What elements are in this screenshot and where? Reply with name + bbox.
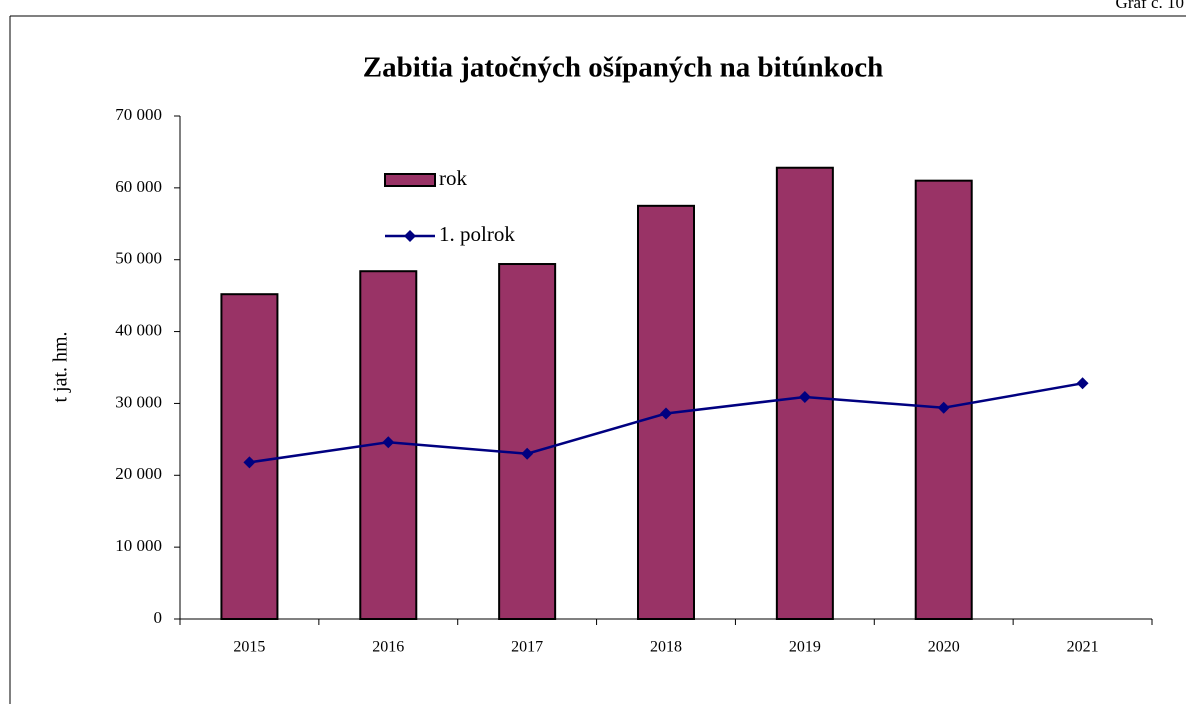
chart-title: Zabitia jatočných ošípaných na bitúnkoch — [363, 52, 884, 84]
marker — [521, 447, 534, 460]
y-axis-label: t jat. hm. — [50, 331, 72, 402]
x-tick-label: 2017 — [511, 639, 543, 656]
annotation: Graf č. 10 — [1116, 0, 1184, 12]
x-tick-label: 2016 — [372, 639, 404, 656]
x-tick-label: 2018 — [650, 639, 682, 656]
bar — [498, 263, 557, 620]
legend-label: 1. polrok — [439, 222, 515, 246]
marker — [1076, 377, 1089, 390]
y-tick-label: 40 000 — [115, 320, 162, 339]
marker — [243, 456, 256, 469]
marker — [937, 401, 950, 414]
legend-swatch — [384, 173, 436, 187]
legend-label: rok — [439, 166, 467, 190]
y-tick-label: 0 — [154, 608, 163, 627]
y-tick-label: 50 000 — [115, 249, 162, 268]
y-tick-label: 30 000 — [115, 392, 162, 411]
y-tick-label: 10 000 — [115, 536, 162, 555]
marker — [660, 407, 672, 420]
y-tick-label: 60 000 — [115, 177, 162, 196]
x-tick-label: 2020 — [928, 639, 960, 656]
legend-marker — [404, 230, 416, 242]
y-tick-label: 20 000 — [115, 464, 162, 483]
marker — [382, 436, 395, 449]
bar — [914, 179, 973, 621]
marker — [798, 390, 811, 403]
x-tick-label: 2015 — [233, 639, 265, 656]
y-tick-label: 70 000 — [115, 105, 162, 124]
x-tick-label: 2021 — [1067, 639, 1099, 656]
x-tick-label: 2019 — [789, 639, 821, 656]
